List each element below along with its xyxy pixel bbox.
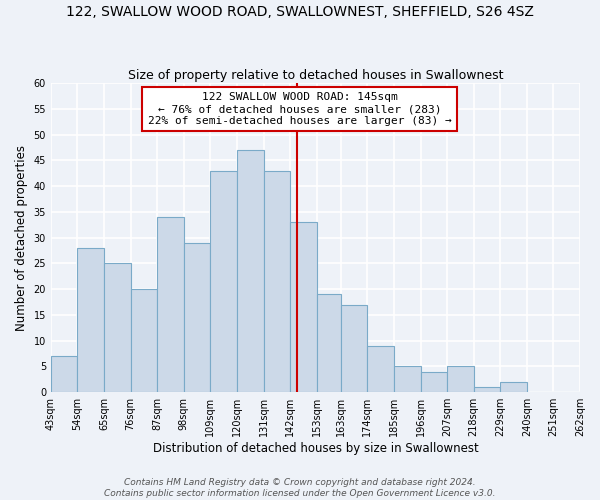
- Bar: [263, 170, 290, 392]
- Bar: [394, 366, 421, 392]
- Bar: [290, 222, 317, 392]
- Bar: [211, 170, 237, 392]
- Title: Size of property relative to detached houses in Swallownest: Size of property relative to detached ho…: [128, 69, 503, 82]
- Text: 122 SWALLOW WOOD ROAD: 145sqm
← 76% of detached houses are smaller (283)
22% of : 122 SWALLOW WOOD ROAD: 145sqm ← 76% of d…: [148, 92, 451, 126]
- Bar: [500, 382, 527, 392]
- Y-axis label: Number of detached properties: Number of detached properties: [15, 144, 28, 330]
- Bar: [317, 294, 341, 392]
- Bar: [367, 346, 394, 392]
- X-axis label: Distribution of detached houses by size in Swallownest: Distribution of detached houses by size …: [152, 442, 478, 455]
- Bar: [131, 289, 157, 392]
- Text: Contains HM Land Registry data © Crown copyright and database right 2024.
Contai: Contains HM Land Registry data © Crown c…: [104, 478, 496, 498]
- Bar: [447, 366, 474, 392]
- Bar: [77, 248, 104, 392]
- Bar: [157, 217, 184, 392]
- Bar: [341, 304, 367, 392]
- Bar: [104, 264, 131, 392]
- Text: 122, SWALLOW WOOD ROAD, SWALLOWNEST, SHEFFIELD, S26 4SZ: 122, SWALLOW WOOD ROAD, SWALLOWNEST, SHE…: [66, 5, 534, 19]
- Bar: [184, 243, 211, 392]
- Bar: [474, 387, 500, 392]
- Bar: [421, 372, 447, 392]
- Bar: [51, 356, 77, 392]
- Bar: [237, 150, 263, 392]
